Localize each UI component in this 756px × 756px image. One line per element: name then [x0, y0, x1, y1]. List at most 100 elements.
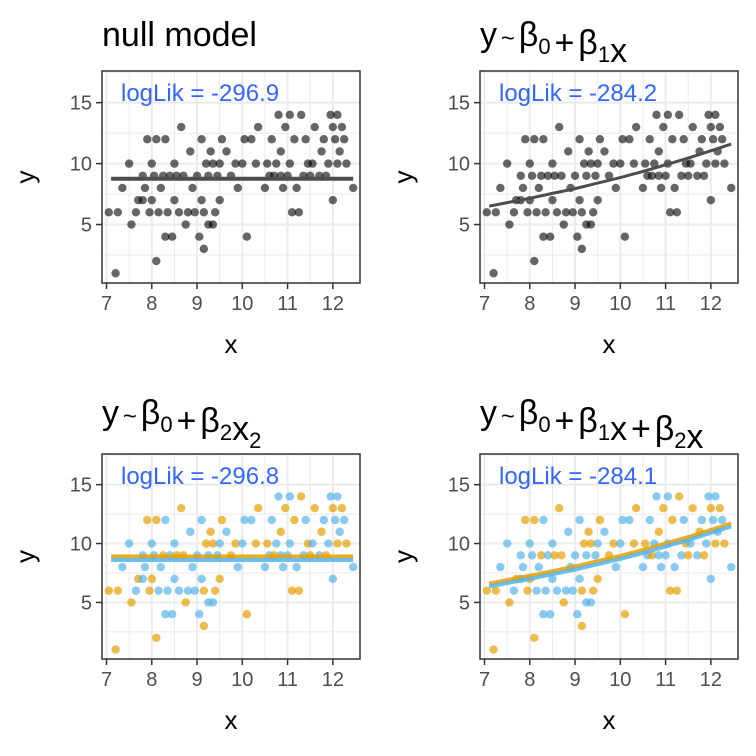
data-point — [285, 539, 295, 548]
data-point — [145, 208, 154, 217]
x-axis-label: x — [225, 705, 238, 735]
data-point — [548, 539, 557, 548]
data-point — [281, 122, 290, 132]
y-tick-label: 10 — [70, 154, 92, 176]
data-point — [199, 586, 209, 595]
data-point — [588, 586, 598, 595]
data-point — [595, 515, 605, 525]
data-point — [693, 171, 702, 180]
data-point — [276, 147, 285, 156]
data-point — [324, 159, 333, 168]
data-point — [113, 208, 123, 217]
data-point — [294, 208, 304, 217]
fit-line-orange — [488, 521, 732, 586]
data-point — [702, 159, 711, 168]
data-point — [674, 492, 684, 501]
data-point — [301, 515, 310, 525]
data-point — [702, 539, 711, 548]
data-point — [310, 122, 319, 132]
data-point — [247, 135, 256, 144]
data-point — [706, 195, 716, 205]
data-point — [641, 159, 650, 168]
data-point — [253, 122, 263, 132]
data-point — [326, 110, 335, 120]
data-point — [251, 159, 261, 168]
data-point — [541, 586, 550, 595]
data-point — [197, 135, 206, 144]
data-point — [104, 208, 113, 217]
data-point — [620, 232, 630, 241]
data-point — [557, 551, 566, 560]
data-point — [489, 269, 498, 278]
data-point — [274, 492, 283, 501]
data-point — [543, 171, 553, 180]
data-point — [188, 562, 197, 572]
data-point — [263, 539, 272, 548]
data-point — [140, 183, 150, 193]
data-point — [278, 562, 288, 572]
data-point — [720, 159, 729, 168]
x-tick-label: 11 — [655, 669, 676, 691]
y-tick-label: 10 — [70, 534, 92, 556]
x-tick-label: 9 — [569, 293, 580, 315]
data-point — [317, 147, 326, 156]
x-tick-label: 10 — [231, 669, 253, 691]
data-point — [661, 171, 670, 180]
data-point — [521, 135, 530, 144]
data-point — [206, 147, 215, 156]
x-tick-label: 11 — [655, 293, 676, 315]
data-point — [118, 562, 127, 572]
data-point — [530, 633, 539, 642]
data-point — [638, 183, 648, 193]
data-point — [711, 159, 720, 168]
y-axis-label: y — [10, 171, 40, 184]
data-point — [647, 551, 657, 560]
data-point — [113, 586, 123, 595]
data-point — [489, 645, 498, 654]
data-point — [552, 208, 562, 217]
data-point — [670, 183, 679, 193]
data-point — [697, 135, 706, 144]
data-point — [684, 551, 693, 560]
y-tick-label: 15 — [448, 93, 470, 115]
data-point — [201, 159, 211, 168]
data-point — [577, 208, 587, 217]
data-point — [609, 539, 618, 548]
data-point — [161, 232, 170, 241]
data-point — [586, 220, 596, 229]
data-point — [272, 159, 281, 168]
data-point — [663, 492, 673, 501]
data-point — [570, 171, 580, 180]
data-point — [247, 515, 256, 525]
data-point — [654, 527, 663, 536]
data-point — [561, 586, 571, 595]
data-point — [654, 171, 663, 180]
data-point — [333, 159, 342, 168]
data-point — [656, 562, 666, 572]
data-point — [147, 539, 156, 548]
data-point — [545, 232, 555, 241]
data-point — [530, 256, 539, 266]
data-point — [138, 195, 147, 205]
data-point — [706, 503, 716, 513]
data-point — [638, 562, 648, 572]
y-tick-label: 5 — [459, 215, 470, 237]
data-point — [197, 574, 206, 584]
y-tick-label: 15 — [70, 475, 92, 497]
data-point — [575, 195, 584, 205]
data-point — [629, 539, 639, 548]
data-point — [333, 110, 342, 120]
loglik-label: logLik = -284.2 — [499, 80, 657, 107]
data-point — [568, 586, 577, 595]
data-point — [656, 183, 666, 193]
data-point — [575, 515, 584, 525]
data-point — [579, 539, 589, 548]
data-point — [170, 574, 179, 584]
data-point — [593, 574, 602, 584]
data-point — [545, 610, 555, 619]
data-point — [267, 135, 276, 144]
data-point — [591, 551, 600, 560]
y-axis-label: y — [388, 171, 418, 184]
data-point — [201, 539, 211, 548]
panel-title: y ~ β0 + β2x2 — [102, 394, 261, 453]
